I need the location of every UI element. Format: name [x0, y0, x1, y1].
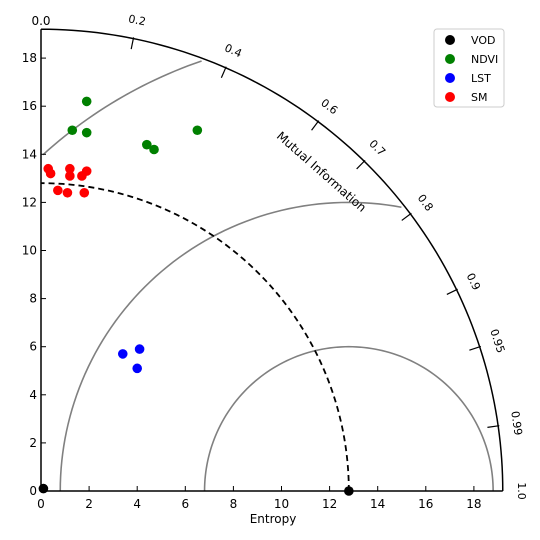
angular-tick-label: 0.95: [487, 327, 507, 354]
lst-point: [134, 344, 145, 354]
ndvi-point: [67, 125, 78, 136]
y-tick-label: 16: [22, 99, 37, 113]
axis-layer: 0 2 4 6 8 10 12 14 16 18 0 2 4 6 8 10 12 14 16 18 0.0 0.2 0.4 0…: [22, 12, 528, 511]
y-tick-label: 2: [29, 436, 37, 450]
angular-tick-mark: [311, 120, 320, 131]
sm-point: [53, 185, 63, 196]
sm-point: [45, 168, 56, 179]
legend-marker-vod: [445, 35, 455, 45]
angular-tick-label: 0.6: [318, 96, 340, 117]
vod-point: [38, 483, 49, 494]
sm-point: [65, 171, 75, 181]
legend: VOD NDVI LST SM: [433, 28, 505, 108]
x-tick-label: 8: [230, 497, 238, 511]
ndvi-point: [192, 125, 203, 136]
lst-point: [132, 363, 142, 374]
sm-point: [77, 171, 87, 181]
x-tick-label: 14: [370, 497, 385, 511]
legend-label-lst: LST: [471, 72, 491, 85]
centered-arc-outer: [42, 60, 202, 156]
angular-tick-label: 0.7: [366, 137, 388, 159]
centered-arc-1: [59, 201, 402, 492]
grid-layer: [40, 60, 494, 492]
x-tick-label: 18: [466, 497, 481, 511]
y-tick-label: 18: [22, 51, 37, 65]
y-tick-label: 4: [29, 388, 37, 402]
legend-label-ndvi: NDVI: [471, 53, 498, 66]
x-tick-label: 16: [418, 497, 433, 511]
angular-tick-mark: [469, 345, 482, 351]
mutual-information-label: Mutual Information: [274, 129, 369, 215]
sm-point: [62, 187, 73, 198]
ndvi-point: [149, 144, 159, 155]
angular-tick-label: 0.99: [508, 410, 524, 436]
angular-tick-mark: [130, 37, 135, 50]
y-tick-label: 8: [29, 292, 37, 306]
sm-point: [65, 163, 75, 174]
legend-marker-sm: [445, 92, 455, 102]
x-tick-label: 10: [274, 497, 289, 511]
legend-marker-ndvi: [445, 54, 455, 64]
lst-point: [117, 349, 128, 359]
y-tick-label: 14: [22, 147, 37, 161]
x-axis-label: Entropy: [250, 512, 297, 526]
angular-tick-mark: [446, 288, 458, 295]
angular-tick-mark: [220, 66, 227, 78]
angular-tick-label: 0.2: [127, 12, 147, 28]
reference-arc: [40, 182, 350, 492]
x-tick-label: 4: [133, 497, 141, 511]
x-tick-label: 12: [322, 497, 337, 511]
x-tick-label: 6: [181, 497, 189, 511]
angular-tick-label: 1.0: [515, 482, 528, 500]
vod-point: [344, 486, 354, 496]
points-layer: [38, 96, 354, 496]
y-tick-label: 6: [29, 340, 37, 354]
legend-label-vod: VOD: [471, 34, 495, 47]
x-tick-label: 0: [37, 497, 45, 511]
angular-tick-label: 0.4: [223, 41, 244, 60]
y-tick-label: 0: [29, 484, 37, 498]
ndvi-point: [81, 127, 92, 138]
angular-tick-mark: [487, 425, 500, 428]
ndvi-point: [81, 96, 92, 107]
centered-arc-0: [203, 345, 494, 492]
y-tick-label: 12: [22, 195, 37, 209]
ndvi-point: [142, 139, 152, 150]
y-top-label: 0.0: [31, 14, 50, 28]
legend-box: [433, 28, 505, 108]
sm-point: [79, 187, 90, 198]
angular-tick-label: 0.8: [415, 192, 436, 214]
outer-arc: [40, 28, 504, 492]
legend-marker-lst: [445, 73, 455, 83]
angular-tick-mark: [401, 212, 412, 221]
x-tick-label: 2: [85, 497, 93, 511]
legend-label-sm: SM: [471, 91, 487, 104]
angular-tick-mark: [356, 159, 366, 170]
y-tick-label: 10: [22, 244, 37, 258]
angular-tick-label: 0.9: [464, 271, 483, 292]
